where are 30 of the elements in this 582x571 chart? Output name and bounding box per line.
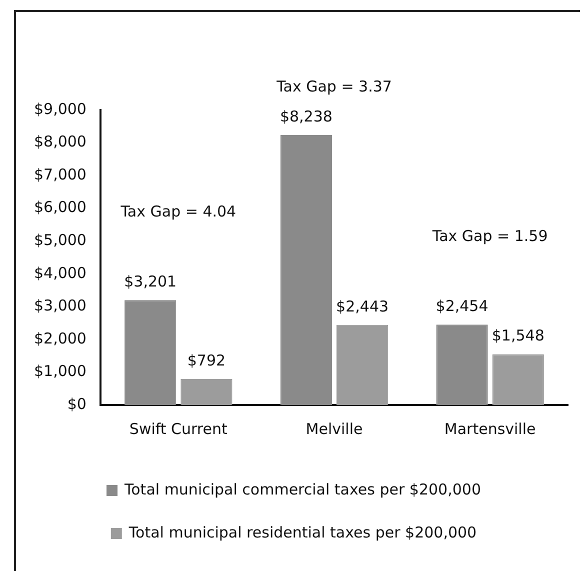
bar	[280, 134, 332, 405]
x-tick-label: Melville	[306, 420, 363, 438]
y-tick-label: $1,000	[34, 362, 86, 380]
y-tick-label: $4,000	[34, 264, 86, 282]
y-tick-label: $7,000	[34, 165, 86, 184]
annotation: Tax Gap = 1.59	[431, 226, 548, 245]
y-tick-label: $0	[67, 394, 86, 413]
text: $2,454	[436, 296, 488, 315]
x-tick-label: Martensville	[444, 420, 536, 438]
x-tick-label: Swift Current	[129, 420, 228, 438]
text: $3,201	[124, 272, 177, 290]
y-tick-label: $8,000	[34, 132, 86, 151]
annotation: Tax Gap = 4.04	[120, 202, 236, 220]
legend-label: Total municipal residential taxes per $200,000	[128, 523, 477, 542]
text: $8,238	[280, 107, 332, 126]
bar	[124, 300, 176, 405]
y-tick-label: $2,000	[34, 329, 86, 348]
bar	[336, 324, 388, 405]
bar	[436, 324, 488, 405]
text: $2,443	[336, 297, 389, 316]
y-tick-label: $6,000	[34, 198, 86, 216]
y-tick-label: $3,000	[34, 296, 86, 315]
text: $792	[187, 351, 226, 370]
bar	[180, 379, 232, 405]
text: $1,548	[492, 326, 544, 345]
y-tick-label: $5,000	[34, 231, 86, 249]
bar	[492, 354, 544, 405]
legend-label: Total municipal commercial taxes per $200,000	[124, 480, 481, 498]
text: Tax Gap = 3.37	[276, 77, 392, 96]
y-tick-label: $9,000	[34, 100, 86, 118]
